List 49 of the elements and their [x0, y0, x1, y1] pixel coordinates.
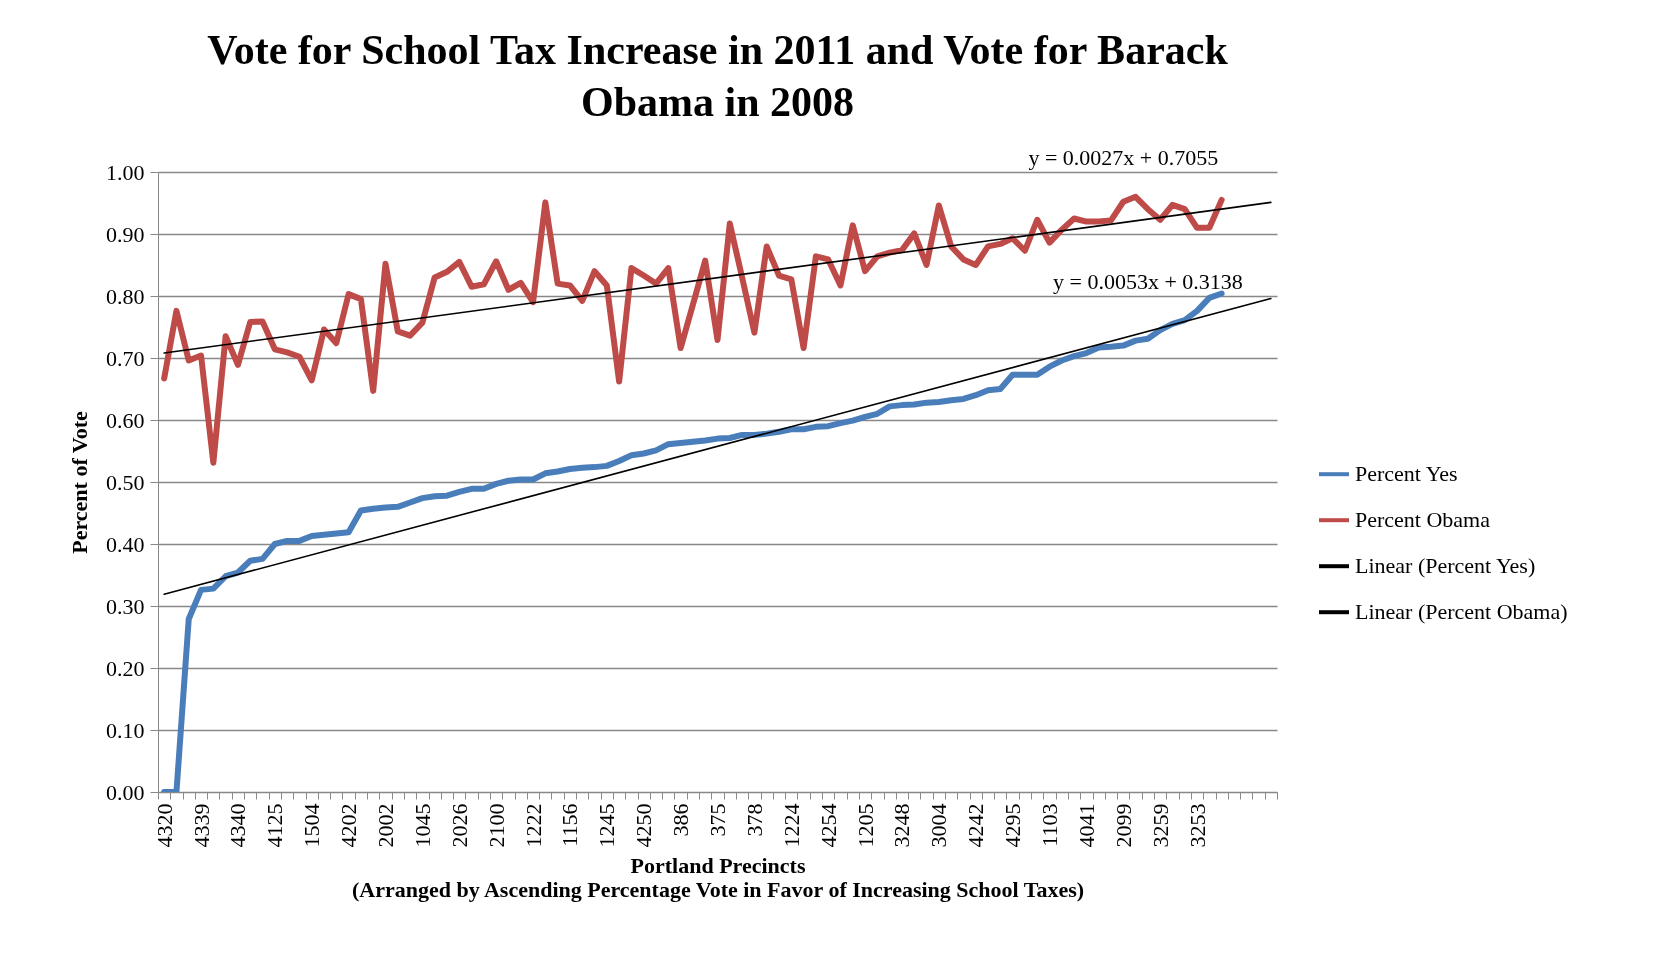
y-tick-label: 0.60 [106, 407, 145, 433]
x-tick-label: 4242 [963, 803, 989, 848]
x-tick-label: 375 [705, 803, 730, 837]
x-tick-label: 4295 [1000, 803, 1026, 848]
x-tick-label: 2026 [446, 803, 472, 848]
y-tick-label: 0.50 [106, 469, 145, 495]
legend-label: Linear (Percent Obama) [1355, 599, 1568, 625]
x-tick-label: 4202 [336, 803, 362, 848]
x-tick-label: 2100 [483, 803, 509, 848]
x-tick-label: 378 [741, 803, 767, 837]
legend-label: Percent Obama [1355, 507, 1491, 533]
x-tick-label: 4340 [225, 803, 251, 848]
y-axis-title: Percent of Vote [67, 411, 92, 554]
y-tick-label: 0.00 [106, 779, 145, 805]
y-tick-label: 0.30 [106, 593, 145, 619]
x-tick-label: 3248 [889, 803, 915, 848]
legend-label: Linear (Percent Yes) [1355, 553, 1536, 579]
x-tick-label: 4339 [188, 803, 214, 848]
x-tick-label: 1045 [409, 803, 435, 848]
x-tick-label: 1222 [520, 803, 546, 848]
x-axis-title: Portland Precincts (Arranged by Ascending Percentage Vote in Favor of Increasing School Taxes) [351, 852, 1085, 902]
x-tick-label: 1224 [778, 803, 804, 848]
y-tick-label: 0.90 [106, 221, 145, 247]
y-tick-label: 0.20 [106, 655, 145, 681]
y-tick-label: 0.10 [106, 717, 145, 743]
text: y = 0.0027x + 0.7055 [1028, 145, 1219, 171]
x-tick-label: 3004 [926, 803, 952, 848]
x-tick-label: 1504 [299, 803, 325, 848]
x-tick-label: 2099 [1110, 803, 1136, 848]
y-tick-label: 0.70 [106, 345, 145, 371]
x-tick-label: 2002 [372, 803, 398, 848]
y-tick-label: 0.80 [106, 283, 145, 309]
legend-label: Percent Yes [1355, 461, 1458, 487]
x-tick-label: 4125 [262, 803, 288, 848]
x-tick-label: 4250 [631, 803, 657, 848]
x-tick-label: 4254 [815, 803, 841, 848]
x-tick-label: 1103 [1037, 803, 1063, 847]
x-tick-label: 4320 [151, 803, 177, 848]
x-tick-label: 3259 [1147, 803, 1173, 848]
y-tick-label: 1.00 [106, 159, 145, 185]
x-tick-label: 1156 [557, 803, 583, 847]
y-tick-label: 0.40 [106, 531, 145, 557]
x-tick-label: 1245 [594, 803, 620, 848]
x-tick-label: 3253 [1184, 803, 1210, 848]
x-tick-label: 386 [668, 803, 694, 837]
x-tick-label: 1205 [852, 803, 878, 848]
x-tick-label: 4041 [1073, 803, 1099, 848]
chart-title: Vote for School Tax Increase in 2011 and Vote for Barack Obama in 2008 [207, 27, 1229, 126]
annotation: y = 0.0053x + 0.3138 [1052, 269, 1243, 295]
